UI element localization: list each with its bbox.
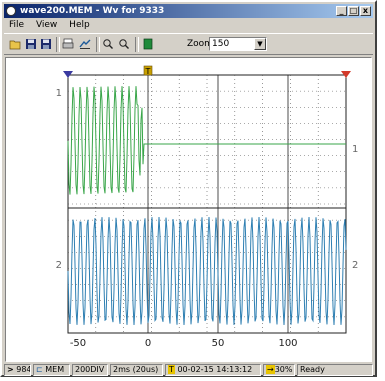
menu-file[interactable]: File bbox=[9, 20, 25, 30]
zoom-value: 150 bbox=[212, 39, 230, 49]
status-id: > 9841 bbox=[4, 364, 31, 376]
channel-2-label-right: 2 bbox=[352, 260, 358, 271]
minimize-button[interactable]: _ bbox=[336, 6, 347, 16]
print-icon[interactable] bbox=[62, 38, 74, 50]
waveform-view[interactable]: 1 1 2 2 T -50 0 50 100 bbox=[5, 57, 372, 362]
zoom-in-icon[interactable] bbox=[102, 38, 114, 50]
save-icon[interactable] bbox=[25, 38, 37, 50]
title-bar[interactable]: wave200.MEM - Wv for 9333 _ □ x bbox=[4, 4, 373, 18]
cursor-a-marker bbox=[63, 71, 73, 78]
cursor-b-marker bbox=[341, 71, 351, 78]
zoom-select[interactable]: 150 ▼ bbox=[209, 37, 267, 51]
save-as-icon[interactable] bbox=[40, 38, 52, 50]
zoom-label: Zoom bbox=[187, 39, 213, 49]
chevron-down-icon[interactable]: ▼ bbox=[254, 38, 266, 50]
toolbar: Zoom 150 ▼ bbox=[4, 33, 373, 55]
x-tick-label: 0 bbox=[145, 338, 151, 349]
status-ready: Ready bbox=[297, 364, 373, 376]
close-button[interactable]: x bbox=[360, 6, 371, 16]
status-percent: →30% bbox=[263, 364, 295, 376]
waveform-plot[interactable]: 1 1 2 2 T -50 0 50 100 bbox=[6, 58, 371, 361]
status-div: 200DIV bbox=[72, 364, 108, 376]
channel-1-label-left: 1 bbox=[56, 88, 62, 99]
channel-1-trace bbox=[67, 86, 346, 195]
x-tick-label: 50 bbox=[212, 338, 225, 349]
menu-bar: File View Help bbox=[4, 19, 373, 32]
menu-help[interactable]: Help bbox=[69, 20, 90, 30]
zoom-out-icon[interactable] bbox=[118, 38, 130, 50]
open-icon[interactable] bbox=[9, 38, 21, 50]
status-time: 2ms (20us) bbox=[110, 364, 163, 376]
menu-view[interactable]: View bbox=[35, 20, 58, 30]
status-mode: ⊏ MEM bbox=[33, 364, 70, 376]
status-timestamp: T 00-02-15 14:13:12 bbox=[165, 364, 261, 376]
status-bar: > 9841 ⊏ MEM 200DIV 2ms (20us) T 00-02-1… bbox=[4, 364, 373, 376]
app-icon[interactable] bbox=[6, 6, 16, 16]
channel-2-label-left: 2 bbox=[56, 260, 62, 271]
trigger-marker-box bbox=[143, 65, 153, 76]
x-tick-label: -50 bbox=[70, 338, 86, 349]
main-window: wave200.MEM - Wv for 9333 _ □ x File Vie… bbox=[0, 0, 377, 377]
maximize-button[interactable]: □ bbox=[348, 6, 359, 16]
settings-icon[interactable] bbox=[79, 38, 91, 50]
channel-1-label-right: 1 bbox=[352, 144, 358, 155]
channel-2-trace bbox=[67, 216, 347, 326]
color-icon[interactable] bbox=[142, 38, 154, 50]
x-tick-label: 100 bbox=[278, 338, 297, 349]
trigger-marker-label: T bbox=[145, 67, 151, 76]
window-title: wave200.MEM - Wv for 9333 bbox=[20, 6, 165, 16]
